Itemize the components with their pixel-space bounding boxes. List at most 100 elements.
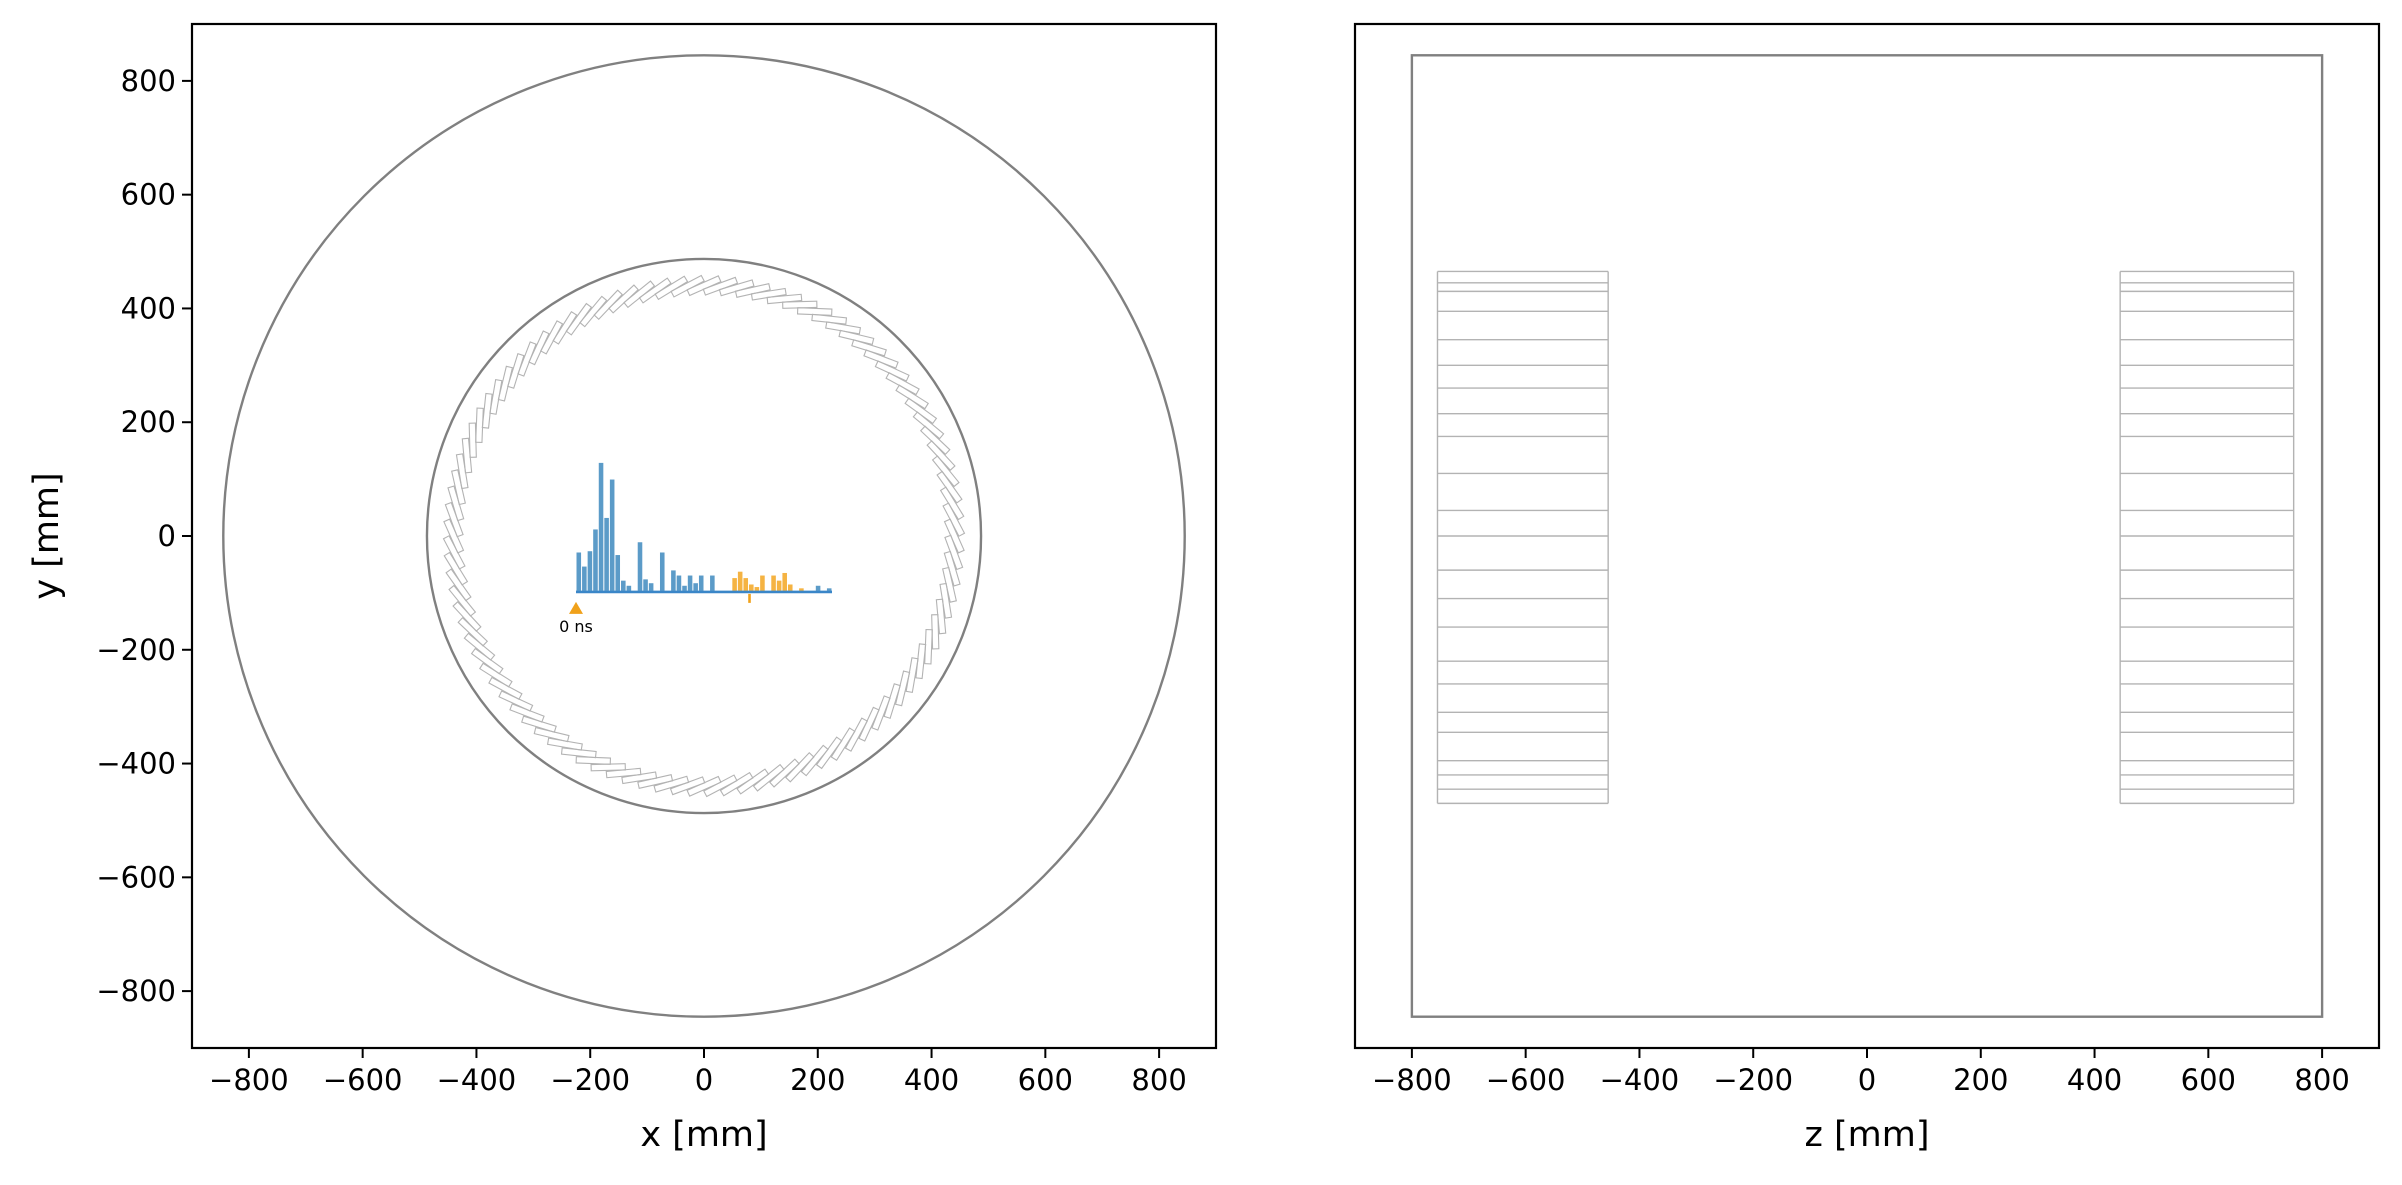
scintillator-bar: [719, 771, 754, 797]
histogram-bar-primary: [698, 575, 704, 591]
histogram-bar-secondary: [737, 571, 743, 591]
scintillator-bar: [448, 584, 477, 617]
histogram-bar-primary: [615, 555, 621, 591]
scintillator-bar: [457, 616, 489, 647]
histogram-bar-primary: [598, 462, 604, 591]
scintillator-bar: [784, 751, 815, 783]
inset-histogram: 0 ns: [559, 462, 832, 636]
scintillator-bar: [489, 378, 503, 415]
x-tick-label: −800: [209, 1063, 289, 1097]
scintillator-bar: [497, 365, 514, 402]
scintillator-bar: [702, 276, 739, 296]
scintillator-bar: [863, 349, 899, 369]
histogram-bar-secondary: [754, 587, 760, 591]
histogram-bar-primary: [687, 575, 693, 591]
scintillator-bar: [509, 703, 545, 723]
time-zero-marker: [569, 601, 583, 614]
y-tick-label: 200: [121, 405, 176, 439]
histogram-bar-primary: [609, 479, 615, 591]
scintillator-bar: [883, 683, 901, 719]
y-tick-label: 600: [121, 178, 176, 212]
scintillator-bar: [811, 313, 848, 325]
histogram-bar-primary: [693, 583, 698, 591]
histogram-bar-secondary: [749, 584, 754, 591]
scintillator-bar: [455, 453, 469, 490]
scintillator-bar: [734, 283, 771, 298]
scintillator-bar: [444, 501, 464, 538]
transverse-x-ticks: −800 −600 −400 −200 0 200 400 600 800: [209, 1048, 1187, 1097]
scintillator-bar: [463, 632, 496, 661]
histogram-bar-primary: [710, 575, 715, 591]
histogram-bar-primary: [659, 552, 665, 591]
scintillator-bar: [565, 302, 593, 336]
scintillator-bar: [468, 422, 477, 458]
scintillator-bar: [517, 341, 537, 377]
scintillator-bar: [942, 566, 957, 603]
scintillator-bar: [858, 706, 880, 742]
outer-boundary-rect: [1410, 54, 2324, 1018]
histogram-bar-primary: [648, 583, 654, 591]
x-tick-label: 0: [1858, 1063, 1876, 1097]
scintillator-bar: [539, 320, 564, 355]
scintillator-bar: [521, 715, 557, 733]
scintillator-bar: [736, 768, 770, 795]
histogram-bar-secondary: [776, 580, 782, 591]
inner-boundary-circle: [425, 257, 983, 815]
histogram-bar-primary: [671, 570, 676, 591]
scintillator-bar: [750, 287, 787, 301]
scintillator-bar: [942, 502, 966, 537]
scintillator-bar: [686, 275, 722, 297]
x-tick-label: −600: [323, 1063, 403, 1097]
histogram-bar-primary: [582, 566, 587, 591]
scintillator-bar: [669, 776, 706, 796]
x-tick-label: 800: [2294, 1063, 2349, 1097]
outer-boundary-circle: [222, 54, 1186, 1018]
histogram-bar-primary: [676, 575, 682, 591]
scintillator-bar: [935, 598, 947, 635]
scintillator-bar: [590, 763, 626, 772]
scintillator-bar: [766, 293, 803, 305]
scintillator-bar: [654, 275, 689, 301]
scintillator-bar: [560, 747, 597, 759]
scintillator-bar: [445, 568, 472, 602]
scintillator-bar: [718, 279, 755, 297]
histogram-bar-primary: [576, 552, 582, 591]
x-tick-label: −400: [1600, 1063, 1680, 1097]
scintillator-bar: [623, 280, 656, 309]
scintillator-bar: [552, 311, 578, 345]
x-tick-label: −200: [1713, 1063, 1793, 1097]
transverse-geometry: [222, 54, 1186, 1018]
scintillator-bar: [924, 628, 933, 665]
histogram-bar-primary: [643, 579, 648, 591]
transverse-y-ticks: 800 600 400 200 0 −200 −400 −600 −800: [96, 64, 192, 1008]
histogram-bar-secondary: [732, 578, 737, 591]
scintillator-bar: [838, 329, 875, 346]
y-tick-label: −200: [96, 633, 176, 667]
scintillator-bar: [470, 647, 504, 675]
x-tick-label: 800: [1131, 1063, 1186, 1097]
histogram-bar-secondary: [782, 572, 787, 591]
scintillator-bar: [931, 614, 940, 650]
scintillator-bar: [894, 670, 911, 707]
inset-tick-label: 0 ns: [559, 617, 593, 636]
x-tick-label: −600: [1486, 1063, 1566, 1097]
transverse-x-axis-label: x [mm]: [640, 1115, 767, 1155]
scintillator-bar: [703, 774, 738, 798]
scintillator-bar: [481, 392, 493, 429]
scintillator-bar: [451, 469, 466, 506]
scintillator-bar: [844, 717, 869, 752]
y-tick-label: 0: [158, 519, 176, 553]
histogram-bar-primary: [626, 585, 632, 591]
x-tick-label: 400: [2067, 1063, 2122, 1097]
x-tick-label: 600: [1018, 1063, 1073, 1097]
scintillator-bar: [621, 771, 658, 785]
scintillator-bar: [904, 397, 938, 425]
histogram-bar-primary: [621, 580, 626, 591]
transverse-y-axis-label: y [mm]: [27, 472, 67, 599]
scintillator-bar: [796, 307, 833, 316]
scintillator-bar: [912, 411, 945, 440]
longitudinal-view-panel: −800 −600 −400 −200 0 200 400 600 800 z [mm]: [1353, 22, 2381, 1155]
scintillator-bar: [752, 763, 785, 792]
scintillator-bar: [939, 582, 953, 619]
